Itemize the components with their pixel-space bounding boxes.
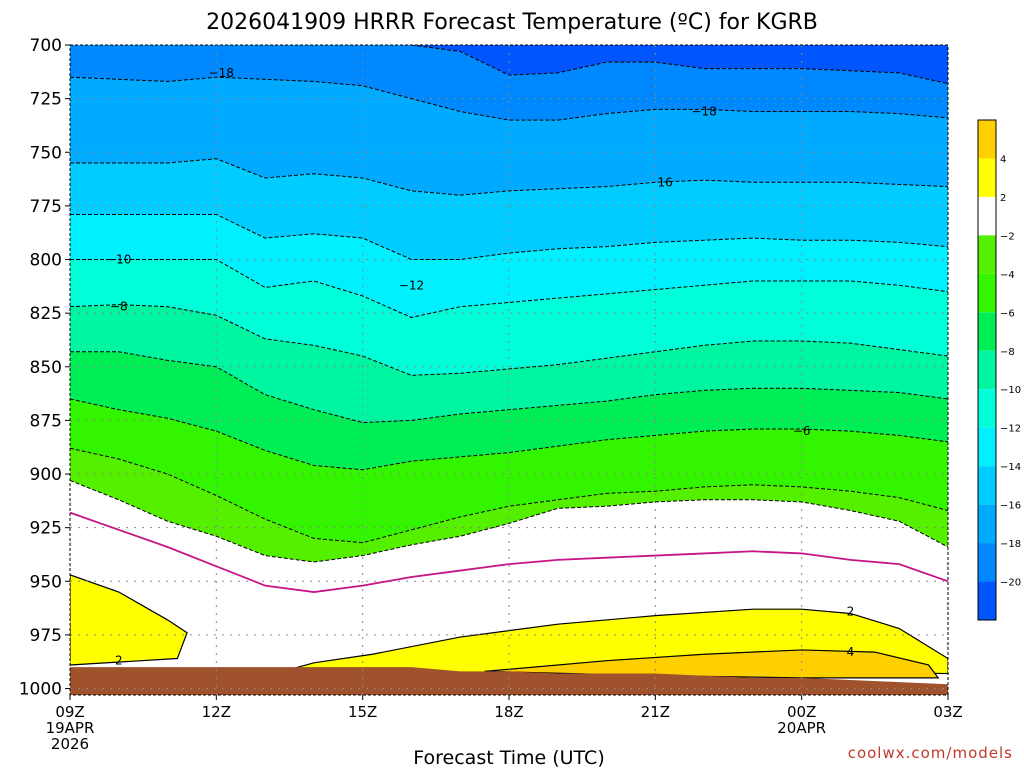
- colorbar-segment: [978, 273, 996, 313]
- contour-line: [70, 259, 948, 318]
- y-tick-label: 900: [30, 465, 62, 485]
- contour-label: −8: [110, 300, 128, 314]
- x-tick-label-line: 00Z: [787, 703, 816, 721]
- colorbar-segment: [978, 312, 996, 351]
- warm-region: [70, 574, 188, 666]
- x-tick-label: 21Z: [641, 703, 670, 721]
- colorbar-segment: [978, 158, 996, 197]
- x-tick-label-line: 12Z: [202, 703, 231, 721]
- x-tick-label-line: 21Z: [641, 703, 670, 721]
- temperature-band: [70, 480, 948, 593]
- x-tick-label-line: 15Z: [348, 703, 377, 721]
- x-tick-label-line: 09Z: [55, 703, 84, 721]
- colorbar-tick-label: −14: [1000, 462, 1021, 473]
- temperature-band: [70, 351, 948, 470]
- x-tick-label-line: 18Z: [494, 703, 523, 721]
- y-tick-label: 700: [30, 36, 62, 56]
- colorbar-segment: [978, 350, 996, 390]
- y-tick-label: 800: [30, 251, 62, 271]
- y-tick-label: 725: [30, 90, 62, 110]
- colorbar-tick-label: −12: [1000, 424, 1021, 435]
- colorbar-segment: [978, 543, 996, 582]
- colorbar-tick-label: −16: [1000, 501, 1021, 512]
- y-tick-label: 875: [30, 411, 62, 431]
- colorbar-tick-label: −8: [1000, 347, 1015, 358]
- temperature-band: [70, 214, 948, 318]
- contour-label: −12: [399, 278, 424, 292]
- contour-line: [70, 304, 948, 376]
- contour-label: −6: [793, 424, 811, 438]
- x-tick-label: 00Z 20APR: [777, 703, 826, 737]
- x-tick-label: 15Z: [348, 703, 377, 721]
- x-tick-label: 18Z: [494, 703, 523, 721]
- contour-line: [70, 76, 948, 121]
- colorbar-segment: [978, 581, 996, 620]
- y-tick-label: 825: [30, 304, 62, 324]
- colorbar-tick-label: 4: [1000, 154, 1006, 165]
- temperature-band: [70, 304, 948, 423]
- plot-area: [70, 45, 948, 695]
- warm-region: [484, 649, 940, 679]
- contour-line: [70, 351, 948, 424]
- y-tick-label: 850: [30, 358, 62, 378]
- chart-title: 2026041909 HRRR Forecast Temperature (ºC…: [206, 10, 818, 35]
- colorbar-segment: [978, 504, 996, 544]
- y-axis: 700 725 750 775 800 825 850 875 900 925 950 975 1000: [19, 36, 70, 700]
- temperature-band: [70, 45, 948, 84]
- colorbar-tick-label: −20: [1000, 578, 1021, 589]
- temperature-band: [70, 448, 948, 562]
- y-tick-label: 775: [30, 197, 62, 217]
- colorbar-segment: [978, 120, 996, 159]
- contour-label: −18: [209, 66, 234, 80]
- colorbar-tick-label: −10: [1000, 385, 1021, 396]
- colorbar-tick-label: −4: [1000, 270, 1015, 281]
- contour-label: −18: [691, 105, 716, 119]
- colorbar-tick-label: −18: [1000, 539, 1021, 550]
- contour-line: [70, 213, 948, 261]
- x-tick-label: 03Z: [933, 703, 962, 721]
- ground: [70, 667, 948, 695]
- colorbar-segment: [978, 466, 996, 505]
- x-tick-label-line: 03Z: [933, 703, 962, 721]
- colorbar: 4 2 −2 −4 −6 −8 −10 −12 −14 −16 −18 −20: [977, 119, 1021, 621]
- y-tick-label: 950: [30, 572, 62, 592]
- temperature-band: [70, 77, 948, 196]
- y-tick-label: 1000: [19, 680, 62, 700]
- colorbar-border: [977, 119, 997, 621]
- ground-fill: [70, 667, 948, 695]
- x-axis: 09Z 19APR 2026 12Z 15Z 18Z 21Z 00Z 20APR 03Z: [46, 695, 963, 753]
- y-tick-label: 925: [30, 519, 62, 539]
- x-tick-label: 12Z: [202, 703, 231, 721]
- x-tick-label: 09Z 19APR 2026: [46, 703, 95, 753]
- colorbar-segment: [978, 235, 996, 274]
- colorbar-tick-label: 2: [1000, 193, 1006, 204]
- freezing-line: [70, 511, 948, 593]
- colorbar-segment: [978, 427, 996, 467]
- x-tick-label-line: 20APR: [777, 719, 826, 737]
- colorbar-tick-label: −2: [1000, 231, 1015, 242]
- x-axis-label: Forecast Time (UTC): [413, 747, 604, 768]
- warm-regions: [70, 574, 948, 679]
- contour-label: 2: [115, 654, 123, 668]
- colorbar-segment: [978, 389, 996, 428]
- contour-line: [70, 158, 948, 196]
- credit-text: coolwx.com/models: [848, 744, 1013, 762]
- contour-label: 4: [847, 645, 855, 659]
- contour-label: 2: [847, 604, 855, 618]
- contour-lines: [70, 45, 948, 593]
- colorbar-tick-label: −6: [1000, 308, 1015, 319]
- temperature-band: [70, 158, 948, 260]
- x-tick-label-line: 2026: [51, 735, 89, 753]
- y-tick-label: 750: [30, 143, 62, 163]
- y-tick-label: 975: [30, 626, 62, 646]
- contour-line: [70, 480, 948, 563]
- contour-label: 16: [657, 175, 672, 189]
- contour-label: −10: [106, 253, 131, 267]
- contour-labels: −18 −18 16 −12 −10 −8 −6 2 2 4: [106, 66, 854, 668]
- colorbar-segment: [978, 196, 996, 236]
- x-tick-label-line: 19APR: [46, 719, 95, 737]
- temperature-band: [70, 45, 948, 121]
